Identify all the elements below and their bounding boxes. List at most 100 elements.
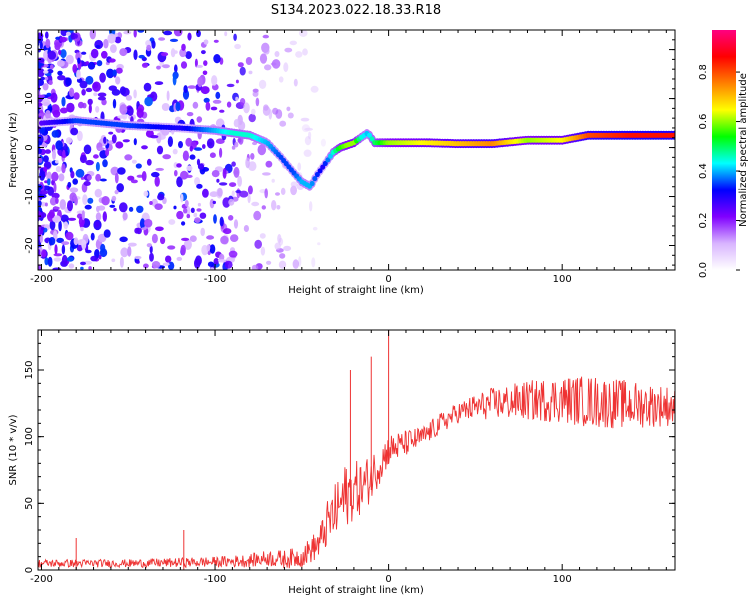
spectrogram-speckle [67,217,77,221]
spectrogram-ridge-point [328,153,333,159]
spectrogram-speckle [213,54,221,64]
colorbar-tick-label: 0.0 [698,262,709,278]
spectrogram-speckle [116,183,124,193]
spectrogram-speckle [76,69,81,80]
spectrogram-speckle [149,245,153,254]
spectrogram-background [38,30,675,270]
spectrogram-speckle [78,101,84,109]
spectrogram-speckle [266,260,272,265]
spectrogram-speckle [39,190,48,195]
spectrogram-speckle [202,144,206,149]
spectrogram-speckle [99,72,106,83]
spectrogram-speckle [251,201,260,207]
spectrogram-speckle [128,206,134,212]
spectrogram-speckle [38,102,43,107]
spectrogram-speckle [63,221,69,230]
x-tick-label: 100 [553,574,572,585]
spectrogram-speckle [50,92,58,103]
spectrogram-speckle [136,205,144,213]
spectrogram-speckle [279,253,286,259]
spectrogram-speckle [264,188,269,199]
spectrogram-speckle [176,210,184,220]
spectrogram-marks [38,30,675,270]
spectrogram-speckle [145,40,152,47]
spectrogram-speckle [48,209,55,219]
spectrogram-speckle [95,45,101,48]
spectrogram-speckle [87,197,94,204]
y-tick-label: 20 [24,43,35,56]
spectrogram-speckle [151,171,160,178]
spectrogram-speckle [178,141,183,149]
spectrogram-speckle [89,30,96,40]
spectrogram-speckle [96,60,103,67]
spectrogram-speckle [237,120,246,131]
spectrogram-speckle [310,85,319,93]
spectrogram-speckle [38,32,44,40]
spectrogram-speckle [46,171,52,182]
spectrogram-speckle [176,176,183,188]
spectrogram-speckle [133,89,137,99]
spectrogram-speckle [124,154,133,161]
spectrogram-speckle [192,101,199,109]
spectrogram-speckle [87,61,96,70]
spectrogram-speckle [183,239,192,251]
spectrogram-speckle [39,41,43,50]
spectrogram-speckle [231,190,235,197]
spectrogram-speckle [139,218,146,229]
spectrogram-speckle [196,183,203,189]
spectrogram-speckle [38,68,45,78]
spectrogram-speckle [43,166,48,172]
spectrogram-speckle [44,202,48,207]
spectrogram-speckle [109,204,116,208]
spectrogram-speckle [209,152,216,158]
x-tick-label: 0 [385,274,391,285]
spectrogram-speckle [196,30,201,38]
spectrogram-speckle [44,149,51,154]
spectrogram-ridge-point [369,136,375,142]
spectrogram-speckle [298,30,308,37]
spectrogram-speckle [47,178,51,186]
spectrogram-speckle [278,76,284,83]
spectrogram-speckle [119,48,128,57]
spectrogram-speckle [136,108,144,119]
spectrogram-speckle [38,112,43,117]
spectrogram-speckle [50,64,54,70]
spectrogram-speckle [233,119,240,128]
spectrogram-speckle [320,138,326,147]
spectrogram-speckle [48,80,53,86]
colorbar-gradient [712,30,736,270]
spectrogram-speckle [196,64,203,68]
spectrogram-speckle [48,237,56,246]
spectrogram-speckle [184,200,189,207]
spectrogram-speckle [115,76,121,85]
spectrogram-speckle [53,257,62,262]
spectrogram-speckle [287,112,294,119]
spectrogram-speckle [55,140,63,151]
spectrogram-speckle [95,212,102,222]
spectrogram-speckle [112,69,117,77]
spectrogram-speckle [94,221,100,228]
spectrogram-speckle [143,82,152,92]
spectrogram-speckle [174,64,178,73]
spectrogram-speckle [131,159,137,164]
colorbar-tick-label: 0.8 [698,64,709,80]
spectrogram-speckle [194,147,203,151]
spectrogram-speckle [90,48,99,59]
spectrogram-speckle [248,113,256,123]
spectrogram-speckle [122,212,128,221]
spectrogram-speckle [65,137,73,144]
spectrogram-speckle [69,192,77,202]
y-tick-label: -20 [24,237,35,253]
spectrogram-speckle [202,188,209,198]
spectrogram-speckle [85,159,94,166]
spectrogram-speckle [52,267,62,270]
y-tick-label: 100 [24,427,35,446]
spectrogram-speckle [133,49,138,61]
spectrogram-speckle [158,37,166,41]
spectrogram-speckle [110,44,117,53]
spectrogram-speckle [217,187,223,197]
spectrogram-speckle [190,207,195,213]
spectrogram-speckle [187,32,192,41]
spectrogram-speckle [107,33,116,44]
